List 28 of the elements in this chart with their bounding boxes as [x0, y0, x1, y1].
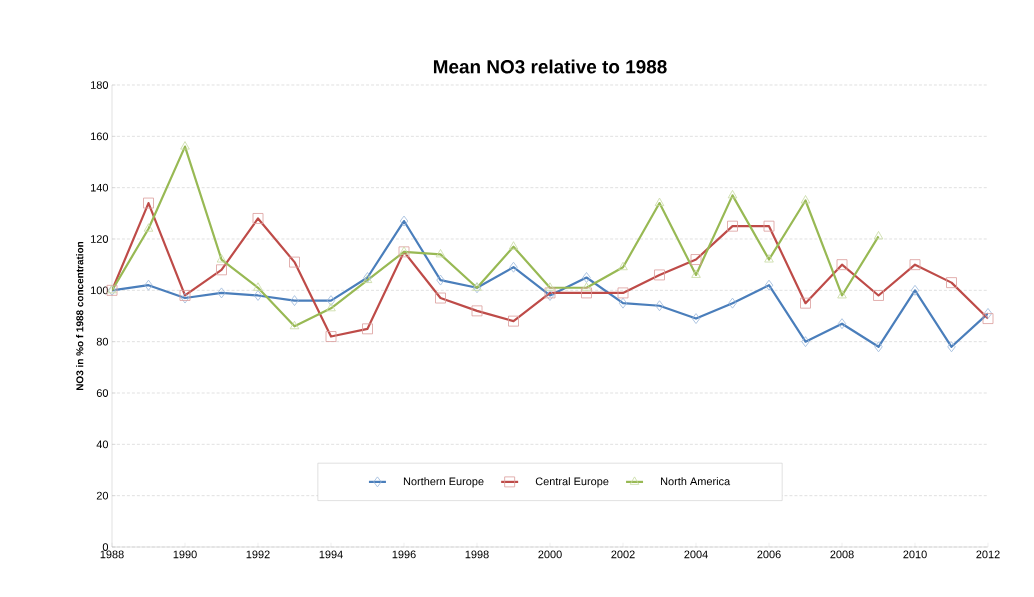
- x-tick-label: 1990: [173, 550, 197, 559]
- y-tick-label: 160: [91, 132, 109, 141]
- y-tick-label: 80: [96, 337, 109, 346]
- x-tick-label: 2012: [976, 550, 1000, 559]
- legend-label: Northern Europe: [403, 477, 484, 488]
- x-tick-label: 1998: [465, 550, 489, 559]
- x-tick-label: 2004: [684, 550, 708, 559]
- y-tick-label: 20: [96, 491, 109, 500]
- y-tick-label: 0: [102, 543, 109, 551]
- x-tick-label: 1996: [392, 550, 416, 559]
- y-tick-label: 180: [91, 81, 109, 89]
- chart-title: Mean NO3 relative to 1988: [433, 59, 667, 74]
- legend-label: North America: [661, 477, 731, 486]
- y-tick-label: 120: [91, 235, 109, 243]
- x-tick-label: 1992: [246, 550, 270, 559]
- x-tick-label: 1994: [319, 550, 343, 559]
- x-tick-label: 2002: [611, 550, 635, 559]
- y-tick-label: 40: [96, 440, 109, 449]
- y-tick-label: 100: [91, 286, 109, 295]
- x-tick-label: 2008: [830, 550, 854, 559]
- legend-label: Central Europe: [535, 477, 609, 488]
- y-axis-title: NO3 in %o f 1988 concentration: [76, 241, 84, 391]
- x-tick-label: 2000: [538, 550, 562, 559]
- x-tick-label: 2010: [903, 550, 927, 559]
- y-tick-label: 60: [96, 389, 109, 397]
- x-tick-label: 2006: [757, 550, 781, 559]
- y-tick-label: 140: [91, 183, 109, 192]
- x-tick-label: 1988: [100, 550, 124, 559]
